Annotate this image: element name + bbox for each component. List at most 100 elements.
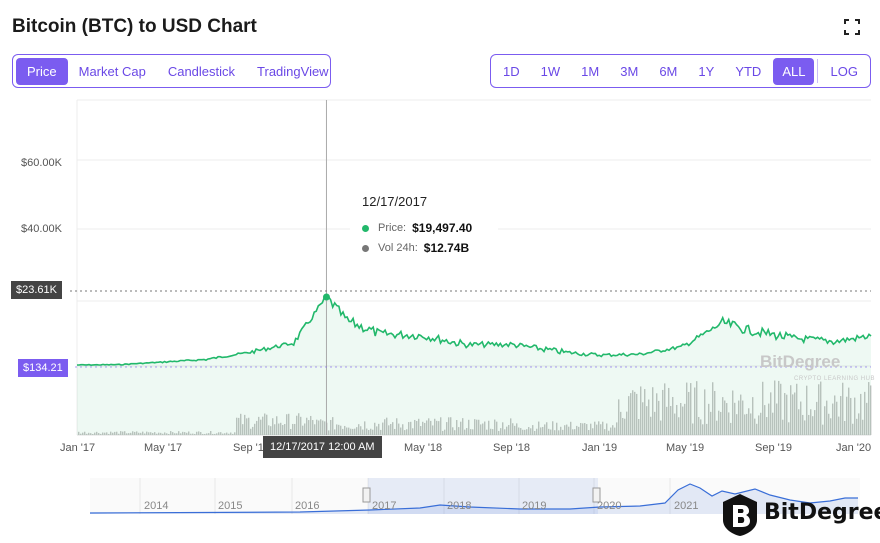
volume-bar [746, 413, 748, 435]
volume-bar [306, 417, 308, 435]
volume-bar [276, 416, 278, 435]
volume-bar [500, 428, 502, 435]
volume-bar [188, 431, 190, 435]
volume-bar [814, 410, 816, 435]
volume-bar [644, 389, 646, 435]
volume-bar [398, 423, 400, 435]
range-all[interactable]: ALL [773, 57, 815, 85]
volume-bar [380, 429, 382, 435]
volume-bar [328, 430, 330, 435]
volume-bar [670, 406, 672, 435]
volume-bar [360, 426, 362, 435]
volume-bar [80, 433, 82, 435]
volume-bar [570, 421, 572, 435]
volume-bar [662, 389, 664, 435]
volume-bar [590, 423, 592, 435]
volume-bar [724, 400, 726, 435]
volume-bar [112, 432, 114, 435]
volume-bar [244, 414, 246, 435]
volume-bar [206, 433, 208, 435]
volume-bar [388, 425, 390, 435]
range-3m[interactable]: 3M [620, 63, 639, 79]
volume-bar [382, 422, 384, 435]
range-1y[interactable]: 1Y [698, 63, 715, 79]
tab-tradingview[interactable]: TradingView [257, 63, 329, 79]
price-chart[interactable] [0, 96, 880, 543]
range-1m[interactable]: 1M [581, 63, 600, 79]
volume-bar [494, 419, 496, 435]
volume-bar [720, 411, 722, 435]
volume-bar [168, 433, 170, 435]
volume-bar [128, 433, 130, 435]
volume-bar [508, 424, 510, 435]
x-tick: May '18 [404, 442, 443, 454]
range-6m[interactable]: 6M [659, 63, 678, 79]
volume-bar [730, 422, 732, 435]
volume-bar [460, 421, 462, 435]
volume-bar [648, 399, 650, 435]
volume-bar [848, 387, 850, 435]
volume-bar [372, 429, 374, 435]
volume-bar [614, 427, 616, 435]
volume-bar [190, 433, 192, 435]
volume-bar [214, 433, 216, 435]
volume-bar [800, 401, 802, 435]
volume-bar [118, 433, 120, 435]
navigator-year: 2021 [674, 500, 699, 512]
price-dot-icon [362, 224, 369, 232]
volume-bar [738, 400, 740, 435]
volume-bar [196, 431, 198, 435]
fullscreen-icon[interactable] [843, 18, 861, 36]
volume-bar [762, 381, 764, 435]
volume-bar [616, 422, 618, 435]
volume-bar [260, 419, 262, 435]
volume-bar [114, 431, 116, 435]
chart-watermark: BitDegree [760, 352, 841, 371]
navigator-handle-left[interactable] [362, 487, 371, 503]
tab-candlestick[interactable]: Candlestick [167, 63, 236, 79]
volume-bar [240, 413, 242, 435]
volume-bar [374, 422, 376, 435]
volume-bar [582, 423, 584, 435]
volume-bar [180, 433, 182, 435]
volume-bar [410, 421, 412, 435]
tab-price[interactable]: Price [16, 57, 68, 85]
navigator-series [89, 483, 858, 514]
volume-bar [108, 433, 110, 435]
volume-dot-icon [362, 244, 369, 252]
volume-bar [612, 425, 614, 435]
navigator-handle-right[interactable] [592, 487, 601, 503]
volume-bar [116, 431, 118, 435]
volume-bar [402, 424, 404, 435]
volume-bar [790, 385, 792, 435]
volume-bar [768, 403, 770, 435]
volume-bar [314, 424, 316, 435]
range-1d[interactable]: 1D [503, 63, 520, 79]
volume-bar [224, 433, 226, 435]
volume-bar [676, 404, 678, 435]
volume-bar [678, 417, 680, 435]
volume-bar [164, 432, 166, 435]
range-ytd[interactable]: YTD [735, 63, 762, 79]
volume-bar [290, 428, 292, 435]
volume-bar [802, 414, 804, 435]
volume-bar [782, 419, 784, 435]
tooltip-price-value: $19,497.40 [412, 221, 473, 235]
volume-bar [610, 427, 612, 435]
volume-bar [742, 400, 744, 435]
volume-bar [572, 429, 574, 435]
x-tick: Jan '17 [60, 442, 96, 454]
log-toggle[interactable]: LOG [830, 63, 858, 79]
volume-bar [418, 418, 420, 435]
x-tick: Jan '20 [836, 442, 872, 454]
volume-bar [488, 420, 490, 435]
volume-bar [88, 432, 90, 435]
volume-bar [674, 413, 676, 435]
volume-bar [794, 392, 796, 435]
volume-bar [560, 426, 562, 435]
bitdegree-logo-icon [723, 494, 757, 536]
volume-bar [446, 422, 448, 435]
volume-bar [726, 403, 728, 435]
range-1w[interactable]: 1W [540, 63, 561, 79]
tab-market-cap[interactable]: Market Cap [78, 63, 146, 79]
